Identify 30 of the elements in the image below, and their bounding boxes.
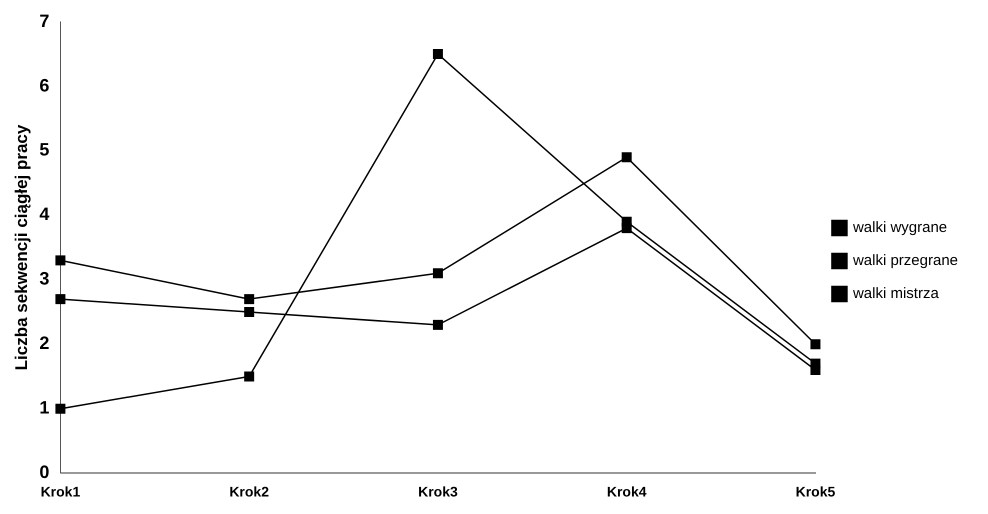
legend-label: walki wygrane bbox=[852, 219, 948, 236]
point bbox=[622, 223, 632, 234]
y-tick-label: 2 bbox=[39, 333, 50, 354]
y-tick-label: 0 bbox=[39, 462, 50, 482]
x-tick-label: Krok3 bbox=[418, 483, 458, 500]
point bbox=[244, 371, 254, 382]
x-tick-label: Krok1 bbox=[40, 483, 80, 500]
point bbox=[55, 294, 66, 304]
y-tick-label: 1 bbox=[39, 398, 50, 418]
point bbox=[55, 404, 66, 414]
point bbox=[810, 365, 820, 376]
point bbox=[432, 268, 443, 278]
y-tick-label: 4 bbox=[39, 204, 50, 224]
y-tick-label: 7 bbox=[39, 10, 50, 31]
point bbox=[810, 339, 820, 350]
y-tick-label: 6 bbox=[39, 75, 50, 96]
point bbox=[432, 320, 443, 330]
x-tick-label: Krok4 bbox=[606, 483, 647, 500]
point bbox=[622, 152, 632, 162]
legend-label: walki przegrane bbox=[852, 252, 958, 270]
point bbox=[432, 49, 443, 60]
point bbox=[244, 294, 254, 304]
x-tick-label: Krok5 bbox=[796, 483, 836, 500]
legend-label: walki mistrza bbox=[852, 285, 940, 302]
y-axis-title: Liczba sekwencji ciągłej pracy bbox=[12, 124, 31, 370]
y-tick-label: 5 bbox=[39, 140, 50, 160]
point bbox=[55, 255, 66, 266]
point bbox=[244, 306, 254, 317]
x-tick-label: Krok2 bbox=[229, 483, 270, 500]
y-tick-label: 3 bbox=[39, 268, 50, 289]
